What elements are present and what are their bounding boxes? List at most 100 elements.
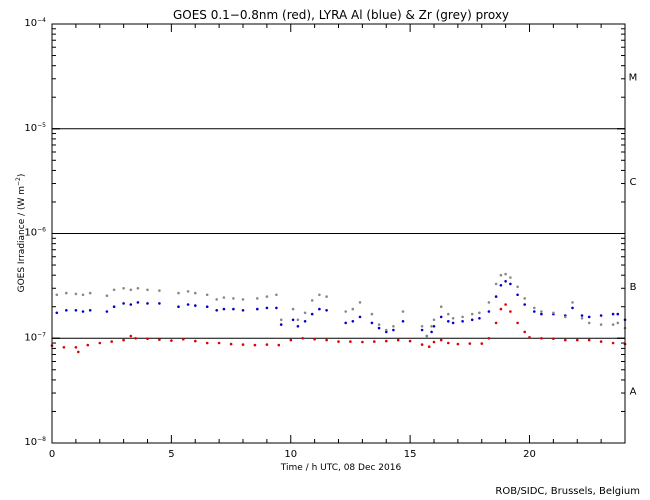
- al-point: [504, 280, 507, 283]
- al-point: [296, 325, 300, 328]
- zr-point: [241, 298, 245, 301]
- zr-point: [232, 297, 235, 300]
- goes-point: [325, 338, 328, 342]
- goes-point: [552, 337, 555, 341]
- zr-point: [461, 315, 464, 319]
- y-tick-label: 10−7: [24, 331, 46, 343]
- al-point: [279, 323, 283, 326]
- zr-point: [215, 298, 218, 301]
- al-point: [447, 320, 450, 323]
- zr-point: [420, 325, 424, 328]
- goes-point: [564, 338, 567, 342]
- x-tick-label: 0: [49, 449, 55, 460]
- zr-point: [303, 311, 307, 315]
- goes-point: [373, 340, 376, 343]
- goes-point: [205, 341, 209, 345]
- al-point: [616, 312, 620, 316]
- al-point: [516, 293, 519, 297]
- goes-point: [599, 340, 603, 343]
- zr-point: [255, 297, 259, 300]
- al-point: [432, 325, 436, 328]
- al-point: [509, 282, 512, 286]
- y-axis-label: GOES Irradiance / (W m−2): [15, 174, 27, 293]
- goes-point: [420, 343, 424, 346]
- goes-point: [253, 343, 257, 347]
- al-point: [186, 303, 190, 306]
- goes-point: [146, 337, 149, 341]
- al-point: [392, 328, 395, 332]
- goes-point: [361, 340, 364, 344]
- zr-point: [310, 299, 314, 302]
- al-point: [265, 306, 269, 310]
- goes-point: [494, 321, 498, 325]
- goes-point: [74, 346, 78, 349]
- zr-point: [425, 334, 429, 338]
- al-point: [487, 310, 491, 313]
- al-point: [205, 305, 209, 309]
- goes-point: [576, 338, 579, 342]
- al-point: [351, 320, 355, 323]
- zr-point: [291, 307, 295, 311]
- zr-point: [205, 293, 209, 297]
- zr-point: [552, 311, 555, 315]
- goes-point: [432, 340, 436, 344]
- goes-point: [217, 341, 221, 345]
- al-point: [129, 303, 133, 306]
- x-axis-label: Time / h UTC, 08 Dec 2016: [280, 463, 402, 473]
- al-point: [88, 309, 92, 312]
- goes-point: [301, 337, 305, 340]
- goes-point: [134, 337, 137, 340]
- zr-point: [430, 325, 433, 328]
- zr-point: [370, 312, 374, 316]
- al-point: [194, 304, 197, 307]
- x-tick-label: 15: [404, 449, 417, 460]
- zr-point: [296, 318, 300, 322]
- al-point: [439, 315, 443, 319]
- al-point: [55, 311, 59, 315]
- goes-point: [349, 340, 352, 343]
- goes-point: [86, 343, 90, 347]
- al-point: [232, 307, 235, 311]
- zr-point: [432, 318, 436, 322]
- al-point: [461, 320, 464, 323]
- al-point: [74, 309, 78, 312]
- zr-point: [358, 301, 362, 304]
- goes-point: [129, 334, 133, 338]
- zr-point: [265, 295, 269, 298]
- goes-point: [480, 342, 484, 345]
- al-point: [540, 312, 543, 316]
- goes-point: [385, 339, 388, 343]
- zr-point: [158, 289, 161, 292]
- zr-point: [540, 310, 543, 313]
- zr-point: [377, 323, 381, 326]
- y-tick-label: 10−6: [24, 227, 46, 239]
- al-point: [241, 309, 245, 312]
- zr-point: [516, 285, 519, 289]
- zr-point: [599, 323, 603, 326]
- al-point: [81, 310, 85, 313]
- goes-point: [499, 307, 503, 311]
- zr-point: [122, 287, 125, 290]
- y-tick-label: 10−8: [24, 436, 46, 448]
- goes-point: [528, 336, 531, 339]
- zr-point: [616, 321, 620, 325]
- zr-point: [177, 291, 180, 295]
- goes-point: [229, 342, 233, 346]
- al-point: [303, 320, 307, 323]
- al-point: [470, 318, 474, 322]
- zr-point: [344, 310, 348, 313]
- al-point: [177, 305, 180, 309]
- goes-point: [77, 350, 80, 354]
- al-point: [291, 318, 295, 322]
- zr-point: [385, 328, 388, 332]
- goes-point: [158, 338, 161, 341]
- zr-point: [81, 293, 85, 297]
- al-point: [325, 309, 328, 312]
- y-tick-label: 10−5: [24, 122, 46, 134]
- al-point: [494, 295, 498, 298]
- al-point: [451, 321, 455, 325]
- zr-point: [112, 288, 116, 292]
- al-point: [478, 317, 481, 320]
- zr-point: [580, 317, 584, 320]
